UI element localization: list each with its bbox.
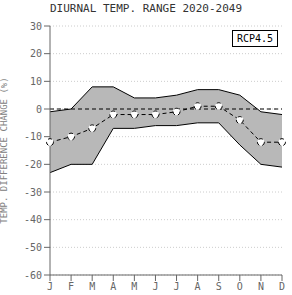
svg-text:-20: -20: [24, 159, 42, 170]
svg-text:J: J: [174, 281, 180, 292]
html-text:DIURNAL TEMP. RANGE 2020-2049: DIURNAL TEMP. RANGE 2020-2049: [50, 2, 242, 15]
svg-text:30: 30: [30, 21, 42, 32]
svg-text:J: J: [47, 281, 53, 292]
svg-text:J: J: [152, 281, 158, 292]
html-text:RCP4.5: RCP4.5: [236, 33, 273, 44]
svg-text:-60: -60: [24, 270, 42, 281]
svg-text:-50: -50: [24, 242, 42, 253]
svg-text:M: M: [89, 281, 95, 292]
svg-text:-30: -30: [24, 187, 42, 198]
svg-text:A: A: [110, 281, 116, 292]
svg-text:A: A: [195, 281, 201, 292]
svg-text:0: 0: [36, 104, 42, 115]
svg-text:TEMP. DIFFERENCE CHANGE (%): TEMP. DIFFERENCE CHANGE (%): [0, 77, 9, 223]
svg-text:-10: -10: [24, 131, 42, 142]
svg-text:N: N: [258, 281, 264, 292]
svg-text:20: 20: [30, 48, 42, 59]
svg-text:D: D: [279, 281, 285, 292]
svg-text:F: F: [68, 281, 74, 292]
svg-text:-40: -40: [24, 214, 42, 225]
svg-text:10: 10: [30, 76, 42, 87]
svg-text:O: O: [237, 281, 243, 292]
svg-text:S: S: [216, 281, 222, 292]
svg-text:M: M: [131, 281, 137, 292]
